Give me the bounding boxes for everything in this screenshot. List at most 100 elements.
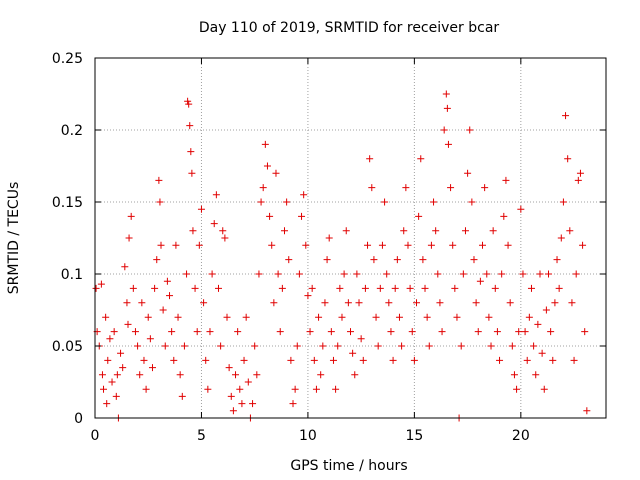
data-point (321, 299, 329, 307)
data-point (172, 241, 180, 249)
data-point (481, 184, 489, 192)
data-point (366, 155, 374, 163)
data-point (188, 169, 196, 177)
data-point (413, 299, 421, 307)
data-point (391, 284, 399, 292)
data-point (159, 306, 167, 314)
data-point (357, 335, 365, 343)
data-point (127, 212, 135, 220)
data-point (334, 342, 342, 350)
data-point (493, 328, 501, 336)
axis-ticks (94, 57, 606, 419)
data-point (110, 328, 118, 336)
data-point (100, 385, 108, 393)
data-point (496, 356, 504, 364)
data-point (236, 385, 244, 393)
data-point (178, 392, 186, 400)
data-point (338, 313, 346, 321)
data-point (530, 342, 538, 350)
data-point (151, 284, 159, 292)
x-axis-label: GPS time / hours (290, 458, 407, 474)
data-point (295, 270, 303, 278)
data-point (521, 328, 529, 336)
data-point (430, 198, 438, 206)
data-point (103, 400, 111, 408)
x-tick-label: 10 (299, 428, 317, 444)
data-point (148, 364, 156, 372)
data-point (487, 342, 495, 350)
data-point (349, 349, 357, 357)
data-point (402, 184, 410, 192)
data-point (317, 371, 325, 379)
data-point (186, 122, 194, 130)
data-point (383, 270, 391, 278)
x-tick-label: 0 (91, 428, 100, 444)
data-point (253, 371, 261, 379)
data-point (523, 356, 531, 364)
data-point (98, 371, 106, 379)
data-point (97, 280, 105, 288)
data-point (257, 198, 265, 206)
data-point (117, 349, 125, 357)
data-point (92, 284, 100, 292)
data-point (419, 256, 427, 264)
data-point (491, 284, 499, 292)
data-point (368, 184, 376, 192)
data-point (498, 270, 506, 278)
data-point (342, 227, 350, 235)
data-point (166, 292, 174, 300)
data-point (189, 227, 197, 235)
data-point (204, 385, 212, 393)
data-point (421, 284, 429, 292)
data-points (92, 90, 591, 422)
data-point (427, 241, 435, 249)
data-point (185, 100, 193, 108)
data-point (425, 342, 433, 350)
data-point (457, 342, 465, 350)
data-point (336, 284, 344, 292)
data-point (312, 385, 320, 393)
data-point (214, 284, 222, 292)
data-point (315, 313, 323, 321)
data-point (459, 270, 467, 278)
data-point (270, 299, 278, 307)
data-point (134, 342, 142, 350)
data-point (138, 299, 146, 307)
data-point (121, 263, 129, 271)
data-point (372, 313, 380, 321)
data-point (136, 371, 144, 379)
grid-lines (95, 58, 606, 418)
data-point (364, 241, 372, 249)
data-point (440, 126, 448, 134)
data-point (227, 392, 235, 400)
data-point (306, 328, 314, 336)
data-point (124, 320, 132, 328)
data-point (323, 256, 331, 264)
data-point (570, 356, 578, 364)
data-point (113, 371, 121, 379)
data-point (112, 392, 120, 400)
data-point (500, 212, 508, 220)
x-tick-label: 20 (512, 428, 530, 444)
data-point (385, 299, 393, 307)
data-point (217, 342, 225, 350)
data-point (212, 191, 220, 199)
data-point (300, 191, 308, 199)
data-point (287, 356, 295, 364)
data-point (555, 284, 563, 292)
data-point (466, 126, 474, 134)
data-point (278, 284, 286, 292)
data-point (255, 270, 263, 278)
data-point (195, 241, 203, 249)
data-point (144, 313, 152, 321)
data-point (538, 349, 546, 357)
data-point (261, 140, 269, 148)
data-point (395, 313, 403, 321)
data-point (251, 342, 259, 350)
data-point (442, 90, 450, 98)
data-point (461, 227, 469, 235)
data-point (506, 299, 514, 307)
data-point (319, 342, 327, 350)
data-point (193, 328, 201, 336)
data-point (447, 184, 455, 192)
